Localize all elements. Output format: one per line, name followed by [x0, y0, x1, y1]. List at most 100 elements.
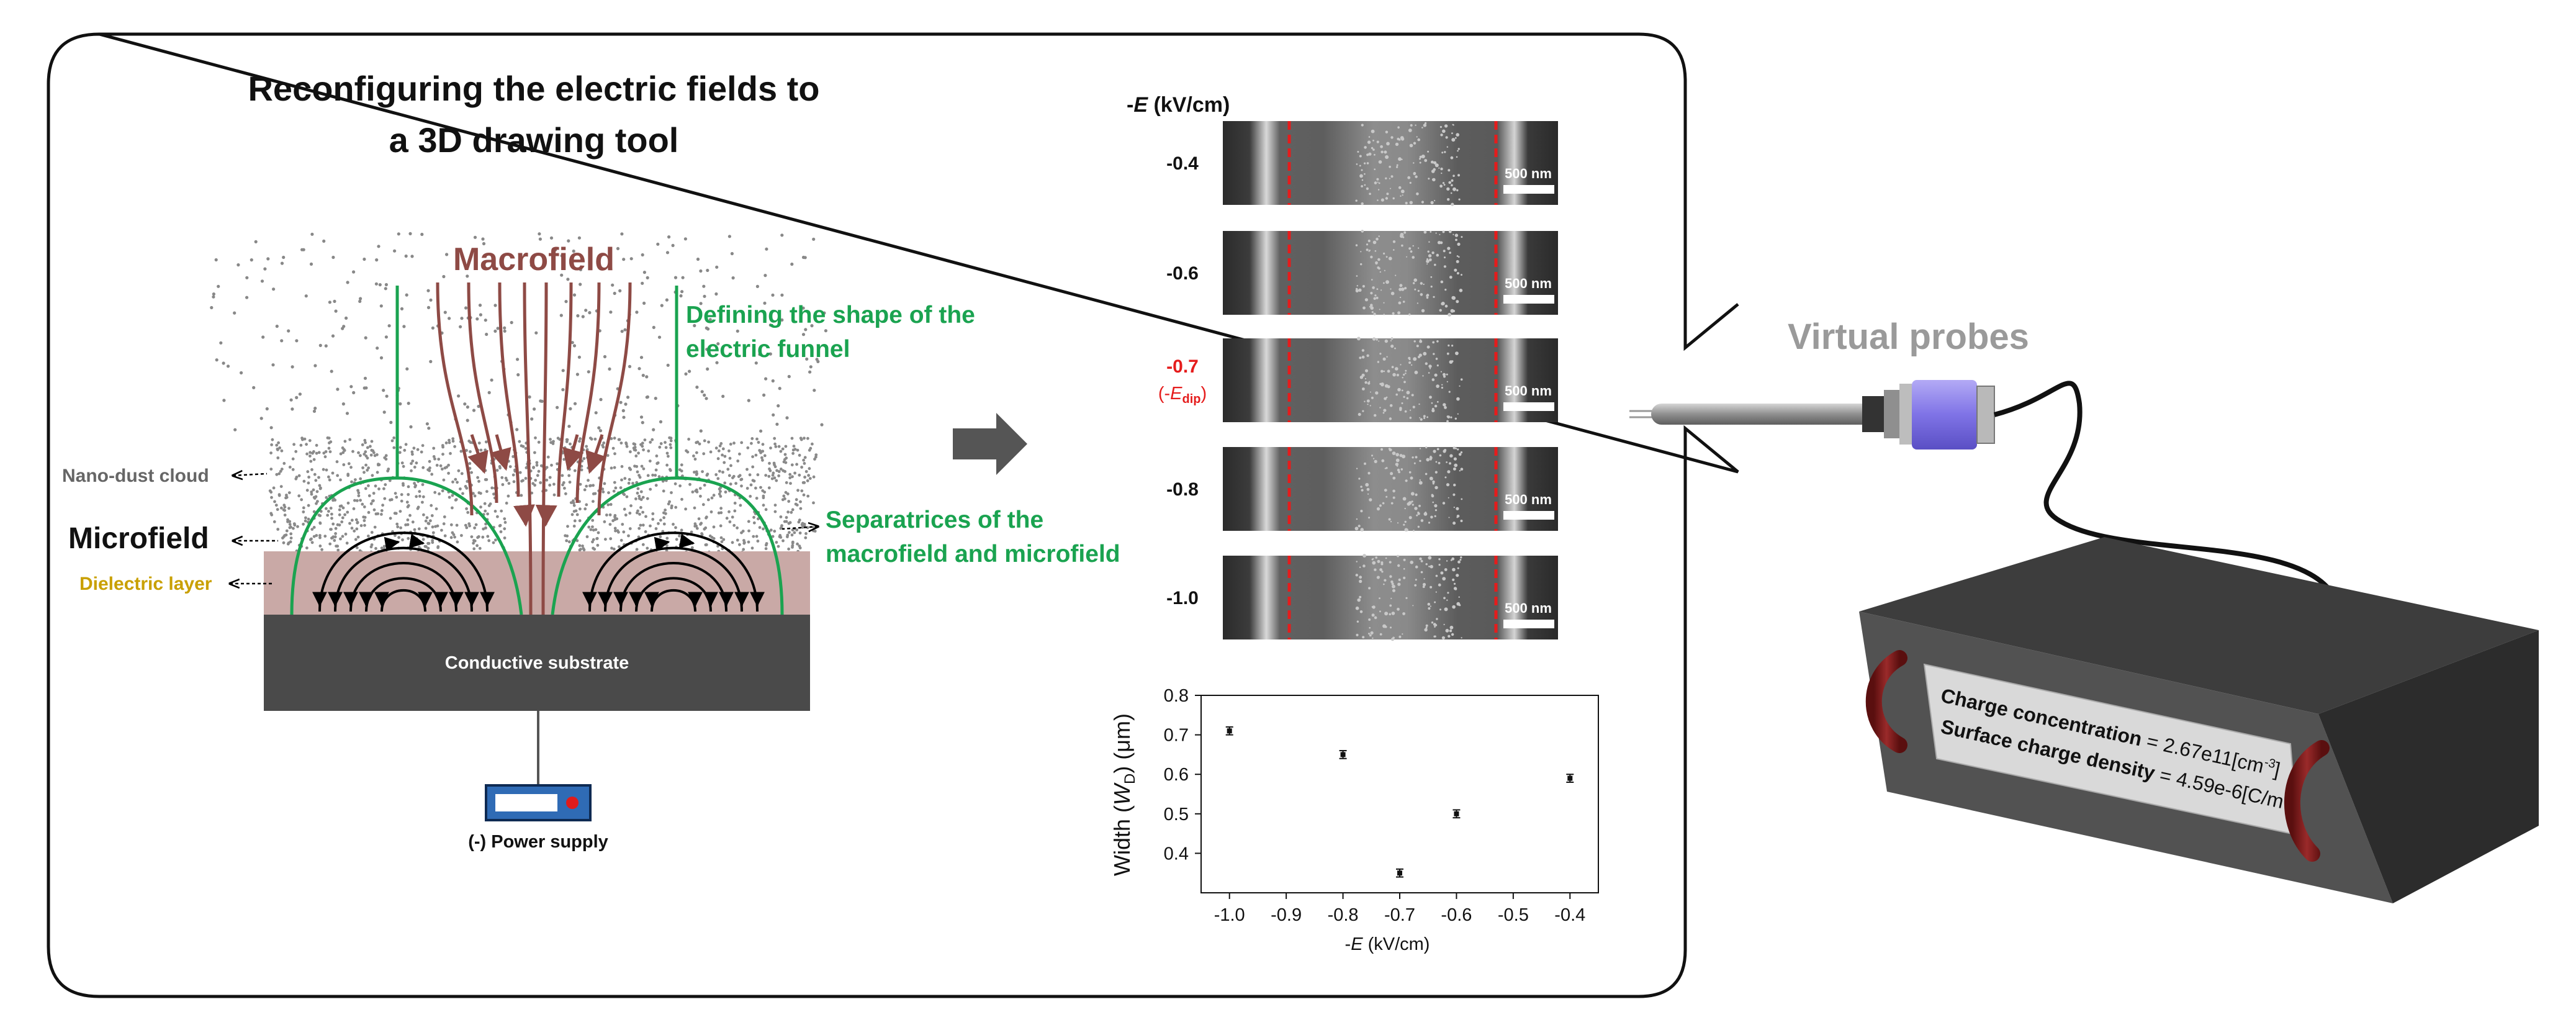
dust-particle	[302, 522, 305, 526]
dust-particle	[760, 456, 763, 459]
sem-grain	[1417, 512, 1420, 515]
dust-particle	[520, 444, 523, 448]
dust-particle	[327, 510, 330, 513]
dust-particle	[719, 495, 723, 498]
dust-particle	[745, 487, 749, 490]
dust-particle	[680, 463, 683, 467]
sem-grain	[1412, 245, 1414, 247]
dust-particle	[620, 330, 624, 333]
dust-particle	[635, 465, 639, 468]
sem-grain	[1402, 300, 1405, 303]
dust-particle	[317, 476, 320, 479]
dust-particle	[705, 397, 708, 400]
sem-grain	[1414, 371, 1418, 374]
sem-grain	[1436, 340, 1439, 343]
sem-grain	[1392, 589, 1395, 592]
dust-particle	[394, 492, 397, 495]
dust-particle	[451, 494, 454, 497]
sem-grain	[1423, 512, 1428, 516]
dust-particle	[377, 245, 381, 248]
dust-particle	[283, 534, 287, 537]
sem-grain	[1425, 563, 1428, 566]
dust-particle	[373, 454, 377, 458]
sem-grain	[1443, 184, 1446, 186]
dust-particle	[665, 251, 670, 255]
sem-grain	[1428, 566, 1430, 567]
dust-particle	[455, 523, 459, 527]
chart-x-tick-label: -0.7	[1384, 905, 1415, 925]
sem-grain	[1451, 633, 1454, 636]
dust-particle	[302, 506, 305, 510]
dust-particle	[720, 540, 724, 543]
dust-particle	[804, 536, 808, 540]
sem-grain	[1413, 357, 1417, 361]
dust-particle	[410, 450, 414, 454]
sem-grain	[1457, 413, 1459, 415]
sem-grain	[1426, 294, 1430, 297]
dust-particle	[787, 500, 791, 503]
dust-particle	[343, 449, 346, 452]
sem-grain	[1408, 313, 1411, 316]
sem-row-label: -0.6	[1166, 263, 1199, 284]
virtual-probe: Virtual probes	[1629, 317, 2336, 598]
sem-grain	[1397, 582, 1401, 586]
sem-grain	[1449, 629, 1452, 633]
dust-particle	[468, 462, 472, 465]
dust-particle	[472, 541, 475, 545]
dust-particle	[545, 478, 549, 482]
dust-particle	[394, 534, 397, 537]
dust-particle	[535, 461, 539, 464]
dust-particle	[412, 446, 416, 450]
sem-grain	[1397, 554, 1399, 558]
title-line-2: a 3D drawing tool	[389, 120, 679, 160]
dust-particle	[588, 436, 592, 440]
dust-particle	[382, 544, 386, 548]
dust-particle	[777, 474, 780, 477]
sem-grain	[1385, 396, 1388, 399]
dust-particle	[288, 466, 292, 469]
sem-grain	[1372, 637, 1374, 639]
sem-grain	[1448, 313, 1452, 317]
dust-particle	[364, 450, 367, 454]
sem-grain	[1446, 187, 1450, 191]
dust-particle	[601, 487, 605, 491]
dust-particle	[214, 258, 218, 262]
dust-particle	[667, 454, 670, 458]
dust-particle	[359, 524, 363, 527]
dust-particle	[785, 416, 789, 420]
dust-particle	[507, 494, 510, 498]
dust-particle	[733, 502, 737, 505]
dust-particle	[696, 257, 700, 261]
dust-particle	[431, 326, 435, 330]
transition-arrow	[953, 413, 1027, 475]
dust-particle	[534, 436, 537, 440]
dust-particle	[637, 526, 641, 530]
sem-grain	[1419, 340, 1423, 343]
dust-particle	[714, 292, 718, 296]
dust-particle	[662, 522, 666, 526]
sem-grain	[1402, 633, 1403, 635]
dust-particle	[472, 547, 476, 551]
dust-particle	[641, 253, 644, 257]
sem-grain	[1398, 186, 1402, 189]
sem-scale-label: 500 nm	[1505, 276, 1552, 291]
sem-grain	[1392, 451, 1396, 455]
dust-particle	[788, 472, 792, 476]
dust-particle	[322, 451, 326, 455]
dust-particle	[611, 283, 615, 287]
dust-particle	[348, 522, 351, 525]
dust-particle	[294, 449, 298, 453]
dust-particle	[508, 465, 512, 468]
macrofield-line	[541, 282, 548, 615]
dust-particle	[389, 517, 392, 520]
dust-particle	[372, 492, 376, 495]
dust-particle	[762, 393, 766, 397]
sem-grain	[1361, 489, 1363, 492]
dust-particle	[430, 504, 433, 507]
dust-particle	[680, 528, 683, 532]
dust-particle	[539, 481, 543, 484]
sem-grain	[1389, 165, 1391, 168]
sem-grain	[1382, 502, 1385, 505]
dust-particle	[451, 480, 454, 484]
dust-particle	[576, 314, 580, 318]
